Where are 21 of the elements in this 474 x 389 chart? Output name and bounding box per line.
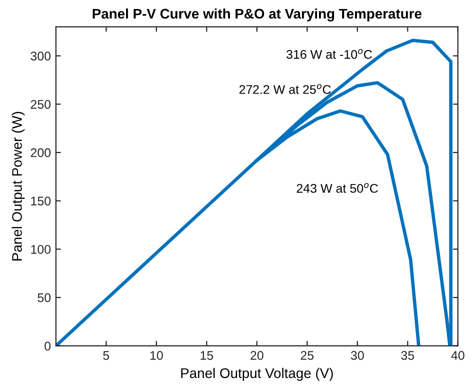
annotation: 316 W at -10$^{o}$C: [286, 49, 372, 59]
y-tick-label: 200: [30, 148, 51, 158]
x-tick-label: 35: [401, 351, 414, 360]
x-tick-label: 25: [300, 351, 314, 360]
y-tick-label: 50: [38, 293, 51, 302]
x-tick-label: 20: [250, 351, 264, 360]
y-tick-label: 300: [30, 52, 51, 60]
y-tick-label: 100: [31, 244, 51, 254]
chart-title: Panel P-V Curve with P&O at Varying Temperature: [92, 8, 422, 22]
annotation: 243 W at 50$^{o}$C: [296, 183, 378, 193]
y-tick-label: 150: [31, 196, 51, 206]
x-axis-title: Panel Output Voltage (V): [181, 368, 333, 381]
y-tick-label: 0: [44, 342, 51, 350]
x-tick-label: 30: [350, 351, 364, 360]
y-axis-title: Panel Output Power (W): [12, 112, 25, 260]
x-tick-label: 40: [451, 351, 464, 360]
y-tick-label: 250: [30, 100, 51, 109]
annotation: 272.2 W at 25$^{o}$C: [239, 84, 331, 94]
x-tick-label: 5: [103, 351, 110, 360]
x-tick-label: 10: [150, 351, 163, 360]
x-tick-label: 15: [200, 351, 214, 360]
